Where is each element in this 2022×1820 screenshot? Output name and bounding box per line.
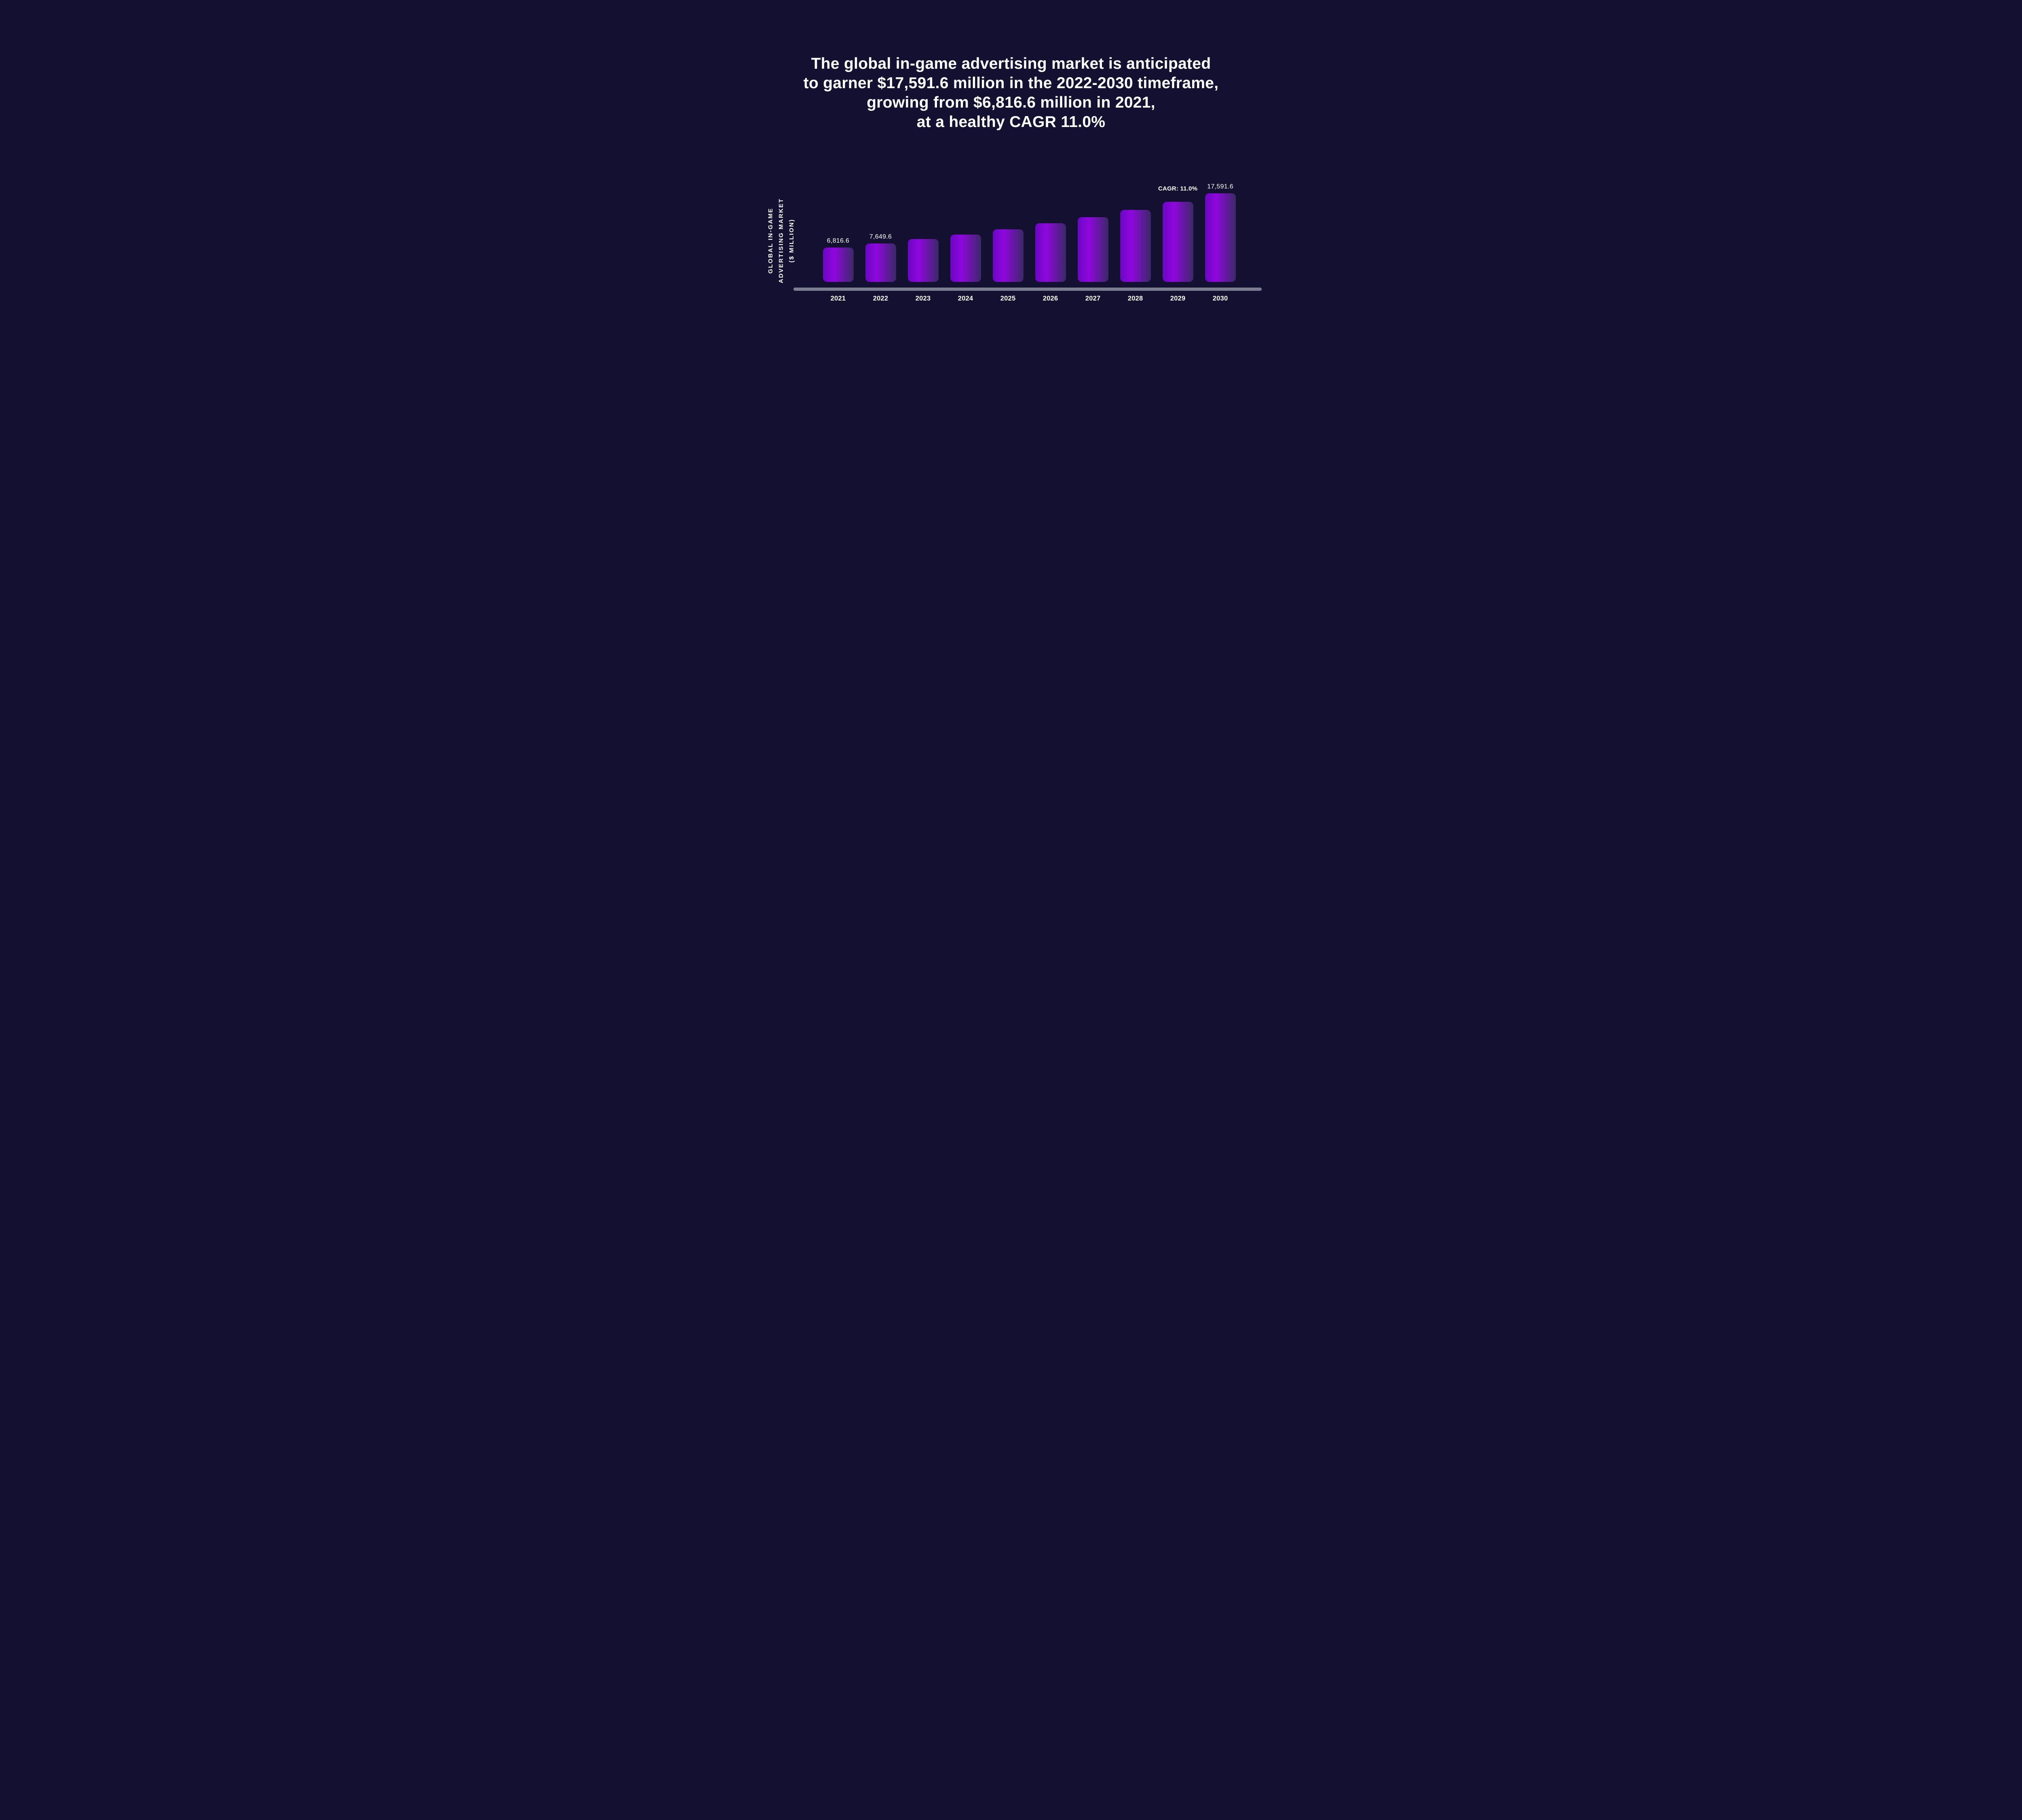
x-axis-label-2028: 2028 xyxy=(1127,295,1143,302)
value-label-2030: 17,591.6 xyxy=(1207,183,1233,190)
bar-2029 xyxy=(1162,202,1193,282)
x-axis-label-2029: 2029 xyxy=(1170,295,1186,302)
y-axis-title-line: ($ MILLION) xyxy=(788,218,795,263)
bar-column-2026 xyxy=(1029,223,1072,282)
x-axis-label-2023: 2023 xyxy=(915,295,931,302)
bar-2023 xyxy=(907,239,939,282)
x-axis-label-2026: 2026 xyxy=(1043,295,1058,302)
bar-column-2024 xyxy=(944,234,987,282)
x-axis-label-2024: 2024 xyxy=(958,295,973,302)
bar-column-2030: 17,591.6 xyxy=(1199,183,1242,282)
x-axis-label-2025: 2025 xyxy=(1000,295,1016,302)
value-label-2021: 6,816.6 xyxy=(827,237,850,245)
x-axis-label-2021: 2021 xyxy=(830,295,846,302)
bar-2024 xyxy=(950,234,981,282)
title-line: at a healthy CAGR 11.0% xyxy=(916,113,1106,131)
bars-row: 6,816.6 7,649.6 CAGR: 11.0% 17,591.6 xyxy=(817,152,1242,282)
bar-column-2021: 6,816.6 xyxy=(817,237,859,282)
title-line: The global in-game advertising market is… xyxy=(811,55,1211,72)
x-axis-labels-row: 2021 2022 2023 2024 2025 2026 2027 2028 2029 2030 xyxy=(817,295,1242,303)
value-label-2022: 7,649.6 xyxy=(869,233,892,240)
x-axis-label-2030: 2030 xyxy=(1212,295,1228,302)
bar-column-2023 xyxy=(902,239,944,282)
bar-column-2027 xyxy=(1072,217,1114,282)
bar-2022 xyxy=(865,243,896,282)
bar-2028 xyxy=(1120,210,1151,282)
y-axis-title-line: ADVERTISING MARKET xyxy=(778,198,785,284)
y-axis-title-line: GLOBAL IN-GAME xyxy=(767,207,774,274)
bar-column-2022: 7,649.6 xyxy=(859,233,902,282)
title-line: to garner $17,591.6 million in the 2022-… xyxy=(803,74,1219,92)
bar-column-2028 xyxy=(1114,210,1157,282)
bar-2027 xyxy=(1077,217,1108,282)
bar-2021 xyxy=(823,248,854,282)
x-axis-line xyxy=(793,288,1262,291)
bar-2025 xyxy=(992,229,1024,282)
x-axis-label-2022: 2022 xyxy=(873,295,888,302)
title-line: growing from $6,816.6 million in 2021, xyxy=(867,94,1155,111)
bar-column-2025 xyxy=(987,229,1029,282)
y-axis-title: GLOBAL IN-GAME ADVERTISING MARKET ($ MIL… xyxy=(766,192,797,289)
bar-2030 xyxy=(1205,193,1236,282)
cagr-label: CAGR: 11.0% xyxy=(1158,185,1198,193)
page-title: The global in-game advertising market is… xyxy=(694,54,1328,132)
infographic-canvas: The global in-game advertising market is… xyxy=(694,0,1328,357)
bar-column-2029: CAGR: 11.0% xyxy=(1157,185,1199,282)
bar-2026 xyxy=(1035,223,1066,282)
x-axis-label-2027: 2027 xyxy=(1085,295,1101,302)
